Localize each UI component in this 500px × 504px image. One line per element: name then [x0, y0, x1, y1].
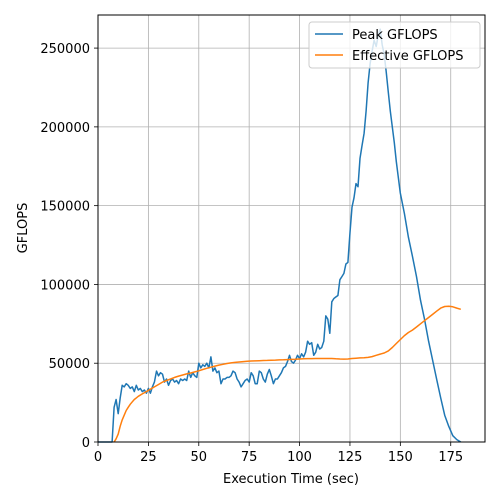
- x-tick-label: 75: [241, 450, 258, 465]
- legend-label: Effective GFLOPS: [352, 49, 464, 64]
- plot-frame: [97, 14, 486, 443]
- legend: Peak GFLOPS Effective GFLOPS: [308, 21, 481, 69]
- x-axis-label: Execution Time (sec): [223, 472, 359, 487]
- y-tick-label: 250000: [40, 42, 90, 57]
- x-tick-label: 0: [94, 450, 102, 465]
- x-tick-label: 25: [140, 450, 157, 465]
- x-tick-label: 50: [191, 450, 208, 465]
- x-tick-label: 100: [287, 450, 312, 465]
- y-tick-label: 150000: [40, 200, 90, 215]
- legend-box: [308, 21, 481, 69]
- y-tick-label: 200000: [40, 121, 90, 136]
- series-line-1: [113, 305, 462, 443]
- legend-label: Peak GFLOPS: [352, 28, 438, 43]
- axis-ticks: 0 25 50 75 100 125 150 175 0 50000 100000 150000 200…: [40, 42, 463, 465]
- y-tick-label: 0: [82, 436, 90, 451]
- x-tick-label: 125: [338, 450, 363, 465]
- x-tick-label: 150: [388, 450, 413, 465]
- x-tick-label: 175: [438, 450, 463, 465]
- y-axis-label: GFLOPS: [16, 203, 31, 254]
- y-tick-label: 50000: [49, 357, 90, 372]
- y-tick-label: 100000: [40, 278, 90, 293]
